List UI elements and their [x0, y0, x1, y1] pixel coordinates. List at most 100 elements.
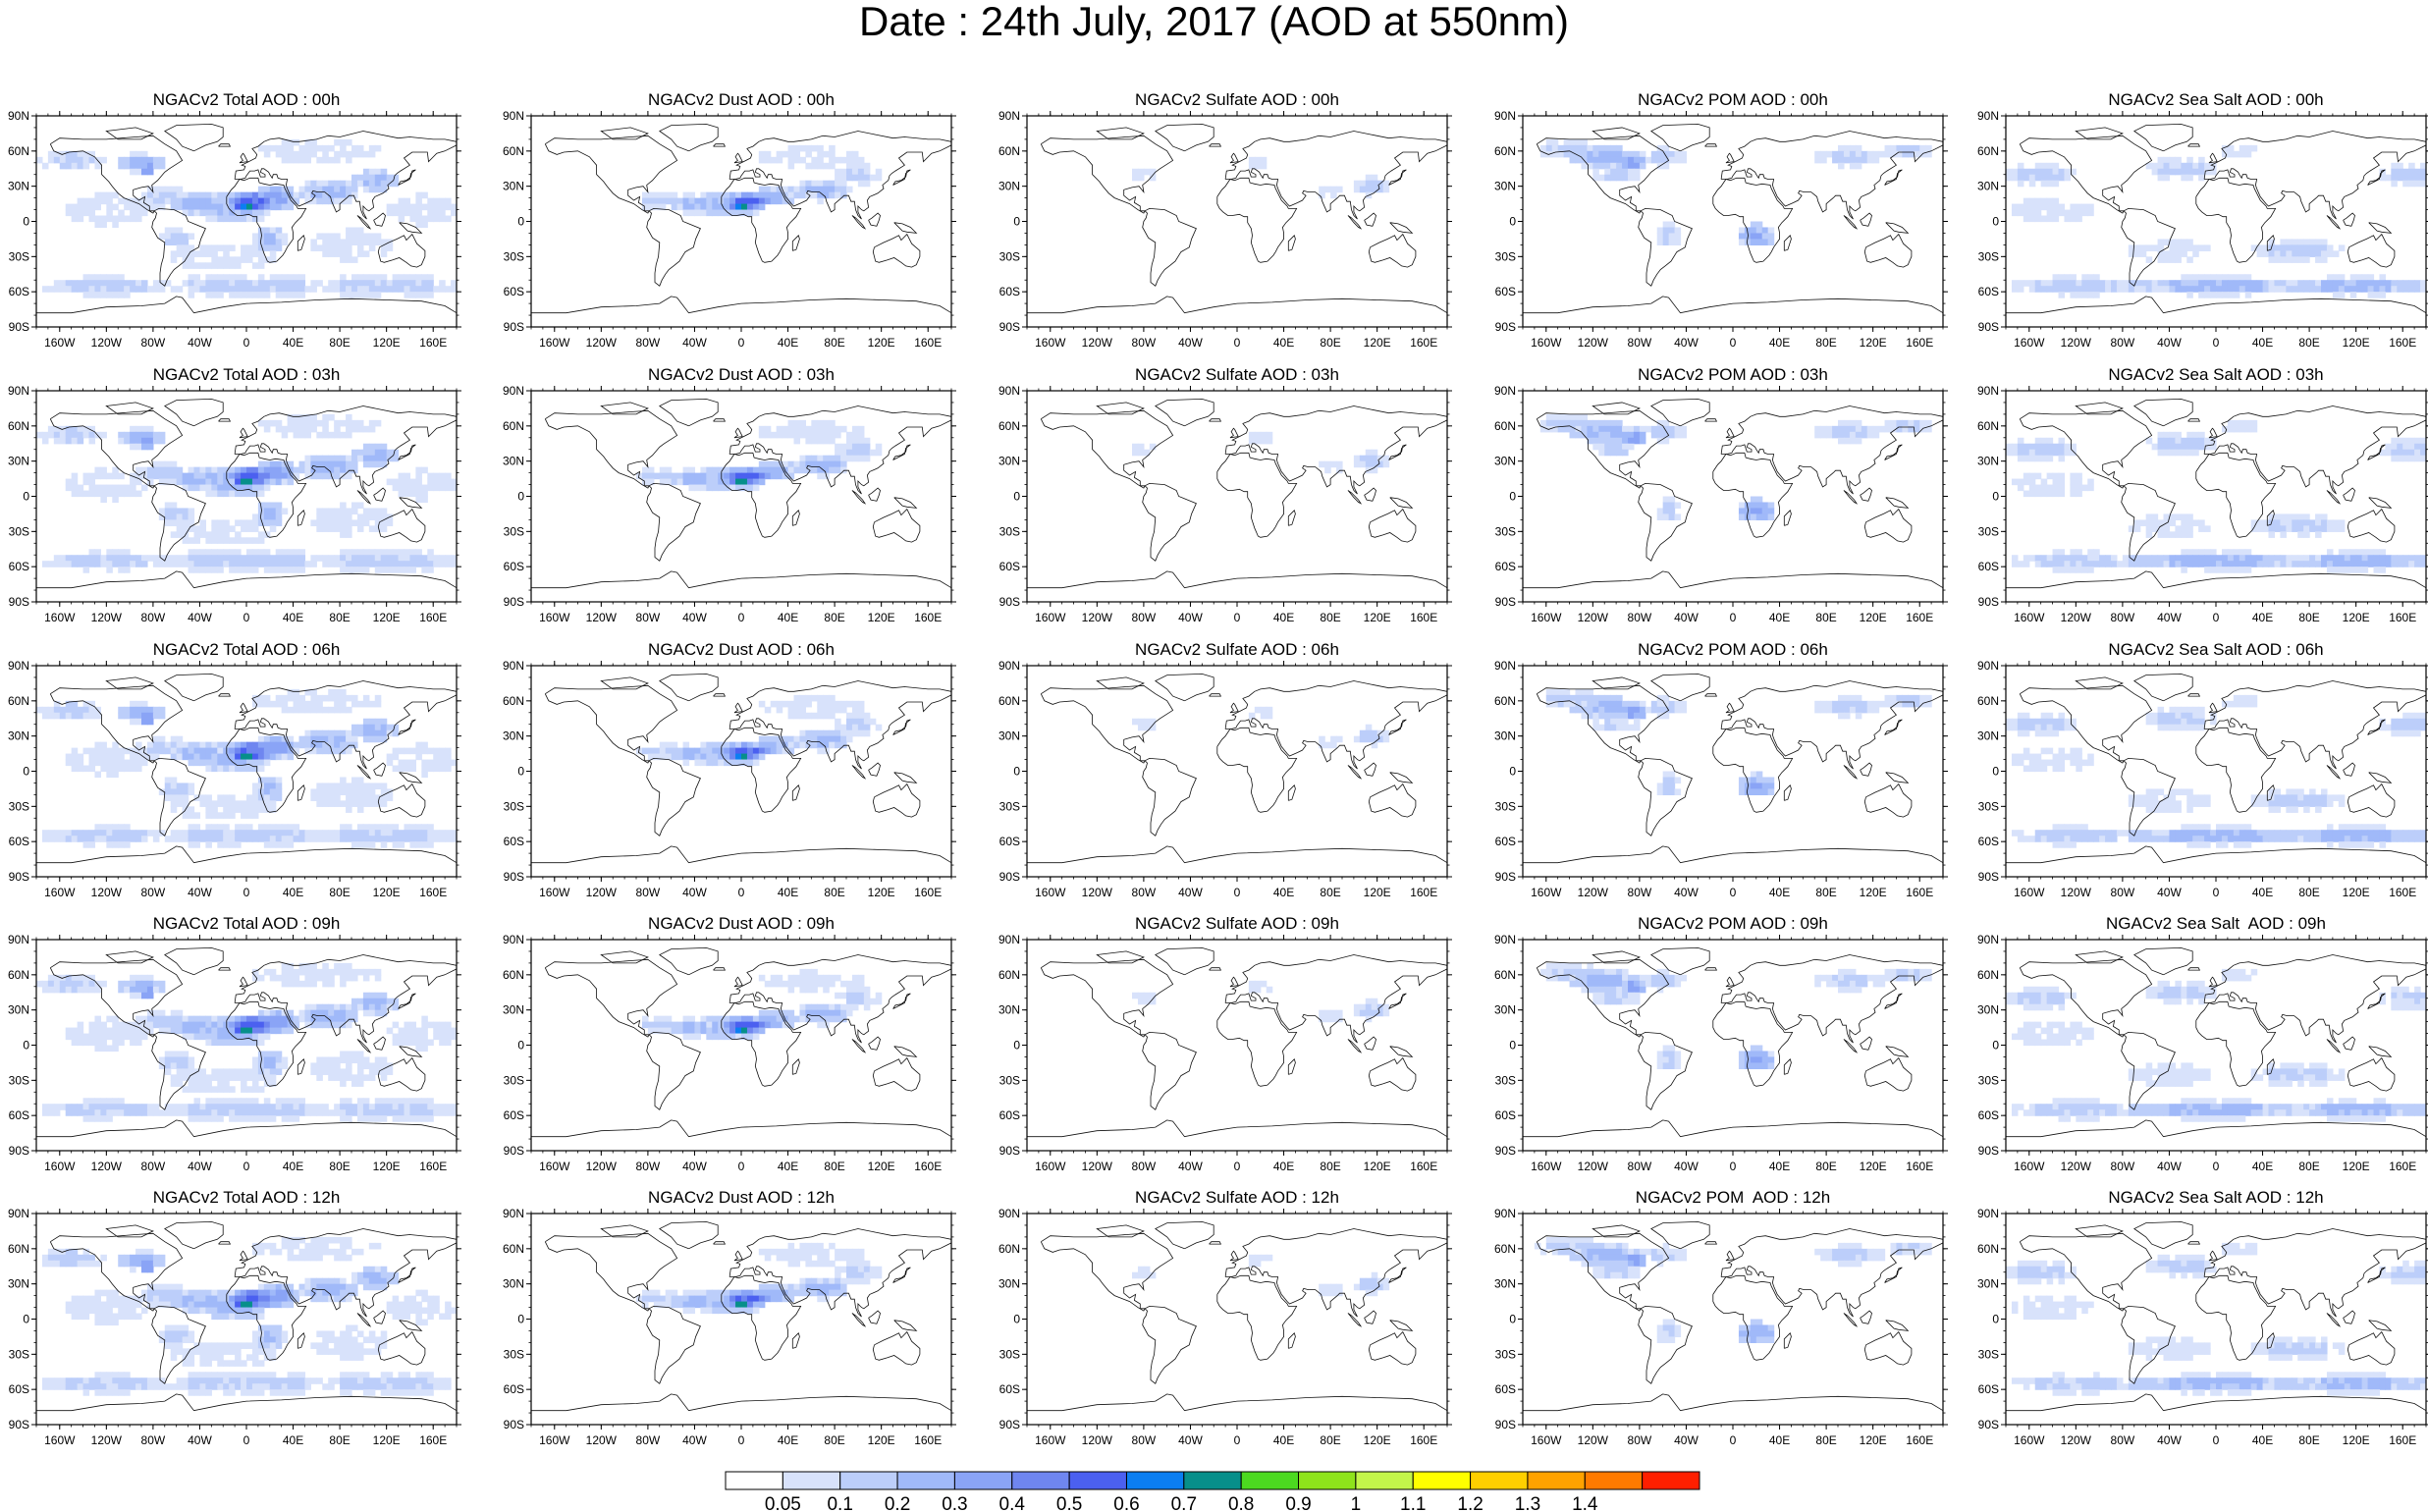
- lon-tick-label: 80W: [1628, 1433, 1652, 1447]
- lat-tick-label: 90N: [998, 1207, 1020, 1220]
- lat-tick-label: 90N: [998, 109, 1020, 123]
- lat-tick-label: 30S: [9, 1347, 29, 1361]
- lon-tick-label: 80E: [824, 336, 844, 350]
- lon-tick-label: 40W: [682, 886, 707, 899]
- lon-tick-label: 120E: [868, 1433, 895, 1447]
- aod-field: [1539, 138, 1932, 245]
- lat-tick-label: 90S: [504, 1418, 524, 1431]
- lon-tick-label: 160W: [539, 1433, 570, 1447]
- lat-tick-label: 90N: [1977, 933, 1999, 946]
- lat-tick-label: 30S: [1978, 524, 1999, 538]
- panel-title: NGACv2 Sea Salt AOD : 00h: [2108, 90, 2324, 109]
- lat-tick-label: 60N: [998, 968, 1020, 982]
- colorbar-label: 0.6: [1113, 1494, 1139, 1512]
- lat-tick-label: 0: [517, 1039, 524, 1053]
- lon-tick-label: 160E: [1410, 1433, 1437, 1447]
- aod-field: [1534, 1236, 1932, 1343]
- lon-tick-label: 80W: [141, 886, 166, 899]
- lon-tick-label: 120E: [1860, 1160, 1887, 1173]
- lat-tick-label: 0: [1992, 215, 1999, 229]
- lat-tick-label: 90N: [8, 659, 29, 673]
- lon-tick-label: 80E: [1815, 886, 1836, 899]
- lon-tick-label: 80E: [824, 611, 844, 624]
- colorbar-swatch: [1527, 1471, 1586, 1490]
- map-panel: NGACv2 POM AOD : 12h 90N 60N 30N 0 30S 60S 90S 1…: [1484, 1188, 1982, 1468]
- map-panel: NGACv2 Sea Salt AOD : 03h 90N 60N 30N 0 30S 60…: [1967, 365, 2428, 645]
- lon-tick-label: 40W: [2157, 1160, 2182, 1173]
- lon-tick-label: 120E: [868, 611, 895, 624]
- lon-tick-label: 0: [1730, 1160, 1737, 1173]
- lat-tick-label: 0: [1013, 765, 1020, 779]
- lon-tick-label: 160E: [2389, 886, 2416, 899]
- lat-tick-label: 90N: [1494, 384, 1516, 398]
- aod-map: 90N 60N 30N 0 30S 60S 90S 160W 120W 80W 40W 0 40E 80E…: [1494, 1207, 1948, 1447]
- aod-map: 90N 60N 30N 0 30S 60S 90S 160W 120W 80W 40W 0 40E 80E…: [1494, 109, 1948, 350]
- lat-tick-label: 60S: [1978, 835, 1999, 848]
- colorbar-swatch: [1470, 1471, 1529, 1490]
- lon-tick-label: 40E: [1273, 1433, 1294, 1447]
- coastlines: [531, 946, 951, 1138]
- coastlines: [36, 946, 457, 1138]
- lat-tick-label: 60N: [1977, 419, 1999, 433]
- lat-tick-label: 30N: [503, 180, 524, 193]
- lat-tick-label: 60S: [999, 285, 1020, 298]
- lat-tick-label: 30N: [1494, 180, 1516, 193]
- aod-map: 90N 60N 30N 0 30S 60S 90S 160W 120W 80W 40W 0 40E 80E…: [1977, 384, 2428, 624]
- lat-tick-label: 30N: [8, 1277, 29, 1291]
- map-panel: NGACv2 Sea Salt AOD : 06h 90N 60N 30N 0 30S 60…: [1967, 640, 2428, 920]
- lat-tick-label: 0: [23, 765, 29, 779]
- lat-tick-label: 30S: [1495, 799, 1516, 813]
- lon-tick-label: 80W: [141, 1160, 166, 1173]
- lon-tick-label: 160W: [44, 336, 76, 350]
- panel-title: NGACv2 Dust AOD : 09h: [648, 914, 835, 933]
- colorbar-label: 0.2: [885, 1494, 910, 1512]
- lon-tick-label: 160E: [419, 611, 447, 624]
- lon-tick-label: 40E: [2252, 886, 2273, 899]
- lat-tick-label: 60N: [998, 419, 1020, 433]
- lon-tick-label: 80E: [824, 886, 844, 899]
- lat-tick-label: 0: [1013, 490, 1020, 504]
- lon-tick-label: 120W: [2061, 336, 2092, 350]
- lon-tick-label: 120W: [2061, 1160, 2092, 1173]
- lat-tick-label: 30S: [1495, 524, 1516, 538]
- lat-tick-label: 60S: [504, 560, 524, 573]
- lon-tick-label: 0: [2213, 611, 2220, 624]
- lon-tick-label: 80E: [2298, 611, 2319, 624]
- lon-tick-label: 40E: [1273, 1160, 1294, 1173]
- lat-tick-label: 60S: [9, 285, 29, 298]
- colorbar-swatch: [1298, 1471, 1357, 1490]
- lon-tick-label: 160W: [1035, 336, 1066, 350]
- lat-tick-label: 0: [517, 1313, 524, 1326]
- aod-map: 90N 60N 30N 0 30S 60S 90S 160W 120W 80W 40W 0 40E 80E…: [1494, 659, 1948, 899]
- lon-tick-label: 0: [2213, 1433, 2220, 1447]
- lat-tick-label: 60N: [8, 144, 29, 158]
- coastlines: [531, 398, 951, 589]
- lon-tick-label: 160W: [44, 1433, 76, 1447]
- colorbar-swatch: [953, 1471, 1013, 1490]
- lon-tick-label: 120E: [868, 336, 895, 350]
- lon-tick-label: 160W: [1531, 886, 1562, 899]
- lat-tick-label: 60S: [504, 1108, 524, 1122]
- lon-tick-label: 160E: [914, 1160, 942, 1173]
- lat-tick-label: 0: [1992, 1039, 1999, 1053]
- lat-tick-label: 90S: [1495, 1144, 1516, 1158]
- lat-tick-label: 0: [1013, 1039, 1020, 1053]
- lon-tick-label: 0: [1234, 886, 1241, 899]
- aod-map: 90N 60N 30N 0 30S 60S 90S 160W 120W 80W 40W 0 40E 80E…: [998, 109, 1452, 350]
- colorbar-swatch: [1412, 1471, 1472, 1490]
- lon-tick-label: 80W: [1628, 611, 1652, 624]
- lon-tick-label: 80W: [141, 1433, 166, 1447]
- aod-map: 90N 60N 30N 0 30S 60S 90S 160W 120W 80W 40W 0 40E 80E…: [8, 659, 461, 899]
- lon-tick-label: 40E: [778, 886, 798, 899]
- lon-tick-label: 80W: [636, 1433, 661, 1447]
- lat-tick-label: 60S: [999, 560, 1020, 573]
- lon-tick-label: 120E: [1364, 611, 1391, 624]
- lat-tick-label: 30N: [503, 455, 524, 468]
- lon-tick-label: 120E: [373, 336, 401, 350]
- colorbar-swatch: [1240, 1471, 1300, 1490]
- coastlines: [2006, 398, 2426, 589]
- lon-tick-label: 160E: [914, 611, 942, 624]
- coastlines: [36, 673, 457, 864]
- coastlines: [36, 123, 457, 314]
- lon-tick-label: 120W: [91, 886, 123, 899]
